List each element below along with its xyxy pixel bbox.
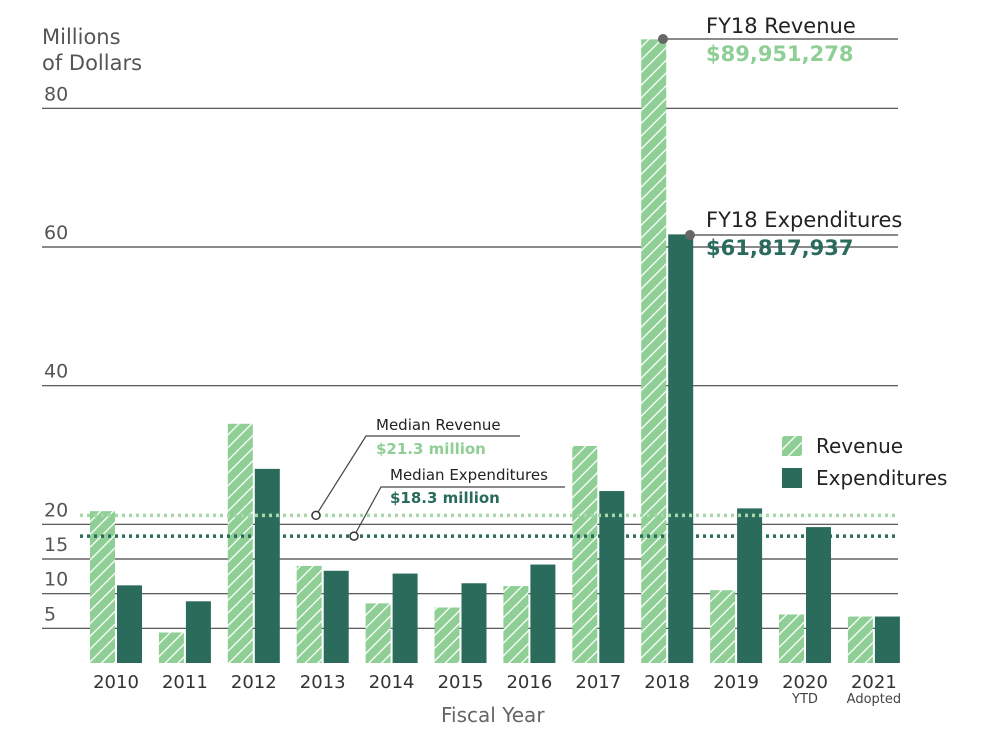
y-tick-label-5: 5 [44,603,56,625]
legend-label-expenditures: Expenditures [816,466,948,490]
x-tick-sublabel-2020: YTD [791,692,818,707]
bar-revenue-2018 [641,39,667,663]
bar-expenditures-2020 [806,527,831,663]
x-tick-label-2011: 2011 [162,672,208,693]
y-tick-label-20: 20 [44,499,68,521]
bar-expenditures-2017 [599,491,625,663]
x-tick-label-2014: 2014 [369,672,415,693]
median-revenue-title: Median Revenue [376,416,501,434]
y-tick-label-40: 40 [44,361,68,383]
x-tick-label-2016: 2016 [506,672,552,693]
bar-expenditures-2012 [254,468,280,663]
median-revenue-value: $21.3 million [376,440,486,458]
y-tick-label-80: 80 [44,83,68,105]
x-tick-label-2010: 2010 [93,672,139,693]
bar-expenditures-2013 [323,570,349,663]
y-tick-label-60: 60 [44,222,68,244]
median-revenue-marker [311,510,321,521]
bar-revenue-2013 [296,565,322,663]
bar-expenditures-2021 [874,616,900,663]
bar-revenue-2015 [434,607,460,663]
bar-revenue-2016 [503,586,529,663]
y-axis-title-line2: of Dollars [42,51,143,75]
x-tick-label-2019: 2019 [713,672,759,693]
legend-swatch-revenue [782,436,802,456]
fy18-expenditures-marker [685,230,695,240]
median-revenue-leader [315,435,520,516]
fy18-revenue-title: FY18 Revenue [706,14,856,38]
bar-expenditures-2019 [737,508,763,663]
fy18-expenditures-title: FY18 Expenditures [706,208,903,232]
legend-item-expenditures: Expenditures [782,462,947,494]
x-tick-label-2012: 2012 [231,672,277,693]
bar-expenditures-2016 [530,564,556,663]
bar-revenue-2020 [779,614,804,663]
x-tick-label-2013: 2013 [300,672,346,693]
bar-expenditures-2011 [185,601,211,663]
bar-revenue-2021 [847,616,873,663]
fy18-revenue-marker [658,34,668,44]
median-expenditures-value: $18.3 million [390,489,500,507]
legend-swatch-expenditures [782,468,802,488]
y-tick-label-10: 10 [44,569,68,591]
x-tick-label-2020: 2020 [782,672,828,693]
x-tick-label-2017: 2017 [575,672,621,693]
bar-expenditures-2014 [392,573,418,663]
bar-revenue-2014 [365,603,391,663]
fy18-expenditures-value: $61,817,937 [706,236,854,260]
bar-expenditures-2015 [461,583,487,663]
median-expenditures-title: Median Expenditures [390,466,548,484]
bar-revenue-2019 [710,590,736,663]
legend-label-revenue: Revenue [816,434,904,458]
median-expenditures-marker [349,531,359,541]
y-axis-title-line1: Millions [42,25,121,49]
x-axis-title: Fiscal Year [441,703,545,727]
y-tick-label-15: 15 [44,534,68,556]
bar-expenditures-2018 [668,234,694,663]
y-axis-title: Millions of Dollars [42,24,142,76]
bar-expenditures-2010 [117,585,142,663]
median-expenditures-leader [353,486,565,537]
bar-revenue-2011 [158,632,184,663]
bar-revenue-2017 [572,445,598,663]
x-tick-label-2018: 2018 [644,672,690,693]
x-tick-label-2015: 2015 [438,672,484,693]
legend-item-revenue: Revenue [782,430,947,462]
x-tick-label-2021: 2021 [851,672,897,693]
bar-revenue-2012 [227,423,253,663]
bar-revenue-2010 [90,511,115,663]
fy18-revenue-value: $89,951,278 [706,42,854,66]
x-tick-sublabel-2021: Adopted [847,692,901,707]
legend: Revenue Expenditures [782,430,947,494]
